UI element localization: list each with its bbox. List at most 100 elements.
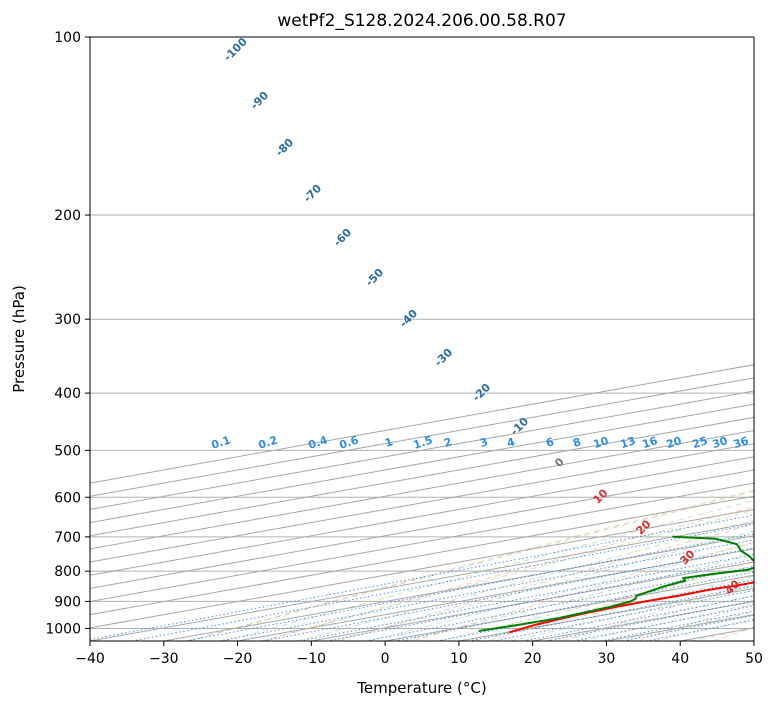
y-tick-label: 500 [54, 443, 81, 459]
moist-adiabat-line [223, 499, 754, 641]
dry-adiabat-label: -100 [221, 35, 250, 64]
mixing-ratio-label: 8 [571, 435, 582, 450]
y-tick-label: 800 [54, 564, 81, 580]
mixing-ratio-line [299, 554, 754, 641]
moist-adiabat-line [296, 519, 754, 641]
x-tick-label: 0 [381, 651, 390, 667]
x-tick-label: 30 [598, 651, 616, 667]
isotherm-line [90, 508, 754, 629]
plot-area: 0.1 0.2 0.4 0.6 1 1.5 2 3 4 6 8 10 13 16 20 25 30 36-100-… [90, 35, 754, 641]
isotherm-line [90, 456, 754, 576]
chart-title: wetPf2_S128.2024.206.00.58.R07 [277, 11, 566, 31]
y-tick-label: 200 [54, 208, 81, 224]
dry-adiabat-label: -90 [248, 89, 271, 112]
mixing-ratio-label: 0.4 [307, 433, 330, 451]
dry-adiabat-line [562, 581, 754, 641]
y-axis: 100 200 300 400 500 600 700 800 900 1000 [45, 30, 90, 637]
y-tick-label: 100 [54, 30, 81, 46]
x-tick-label: −30 [149, 651, 179, 667]
dry-adiabat-label: -20 [470, 381, 493, 404]
x-axis: −40 −30 −20 −10 0 10 20 30 40 50 [75, 641, 763, 667]
moist-adiabat-line [689, 627, 754, 641]
isotherm-line [90, 522, 754, 641]
x-tick-label: 50 [745, 651, 763, 667]
mixing-ratio-line [492, 589, 754, 641]
isotherm-line [90, 495, 754, 616]
dry-adiabat-line [488, 561, 754, 641]
dry-adiabat-line [413, 541, 754, 641]
mixing-ratio-line [185, 533, 754, 641]
moist-adiabat-line [474, 575, 754, 641]
dry-adiabat-label: -30 [432, 346, 455, 369]
isotherm-line [311, 561, 754, 641]
isotherm-line [680, 627, 754, 641]
x-tick-label: −10 [297, 651, 327, 667]
x-tick-label: 10 [450, 651, 468, 667]
mixing-ratio-label: 16 [641, 434, 660, 451]
x-tick-label: 40 [671, 651, 689, 667]
mixing-ratio-label: 36 [732, 434, 751, 451]
mixing-ratio-line [326, 558, 754, 641]
mixing-ratio-line [394, 571, 754, 641]
isotherm-line [753, 640, 754, 641]
moist-adiabat-line [438, 564, 754, 641]
mixing-ratio-label: 2 [442, 435, 453, 450]
moist-adiabat-line [403, 553, 754, 641]
moist-adiabat-line [509, 585, 754, 641]
isotherm-line [90, 429, 754, 550]
y-tick-label: 300 [54, 312, 81, 328]
isotherm-line [237, 548, 754, 641]
moist-adiabat-line [187, 490, 754, 641]
mixing-ratio-label: 13 [619, 434, 638, 451]
dry-adiabat-label: -50 [363, 266, 386, 289]
mixing-ratio-label: 10 [592, 434, 611, 451]
y-tick-label: 900 [54, 594, 81, 610]
mixing-ratio-label: 0.2 [257, 433, 280, 451]
y-tick-label: 400 [54, 386, 81, 402]
dry-adiabat-label: -80 [273, 136, 296, 159]
mixing-ratio-line [365, 566, 754, 641]
isotherm-line [385, 574, 754, 641]
mixing-ratio-label: 4 [505, 435, 517, 450]
isotherm-line [458, 587, 754, 641]
mixing-ratio-label: 3 [478, 435, 489, 450]
y-tick-label: 700 [54, 530, 81, 546]
isotherm-line [90, 482, 754, 603]
moist-adiabat-line [332, 530, 754, 641]
moist-adiabat-label: 10 [591, 486, 611, 506]
isotherm-line [90, 469, 754, 589]
y-tick-label: 1000 [45, 621, 81, 637]
mixing-ratio-label: 25 [691, 434, 710, 451]
x-tick-label: 20 [524, 651, 542, 667]
moist-adiabat-line [545, 594, 754, 641]
mixing-ratio-line [645, 619, 754, 641]
y-tick-label: 600 [54, 490, 81, 506]
mixing-ratio-label: 20 [665, 434, 684, 451]
isotherm-line [163, 535, 754, 641]
x-tick-label: −20 [223, 651, 253, 667]
moist-adiabat-label: 30 [678, 547, 698, 567]
mixing-ratio-label: 0.6 [338, 433, 361, 451]
dry-adiabat-label: -40 [397, 307, 420, 330]
sounding-series [478, 535, 754, 634]
mixing-ratio-label: 1.5 [412, 433, 435, 451]
mixing-ratio-label: 1 [383, 435, 394, 450]
mixing-ratio-label: 0.1 [210, 433, 233, 451]
dry-adiabat-label: -70 [301, 182, 324, 205]
isotherm-line [90, 443, 754, 563]
moist-adiabat-line [367, 541, 754, 641]
sounding-line [478, 535, 754, 632]
mixing-ratio-label: 30 [711, 434, 730, 451]
moist-adiabat-label: 0 [552, 455, 567, 470]
dry-adiabat-line [263, 506, 754, 641]
dry-adiabat-line [338, 523, 754, 641]
y-axis-title: Pressure (hPa) [10, 285, 28, 393]
background-lines [90, 37, 754, 641]
x-axis-title: Temperature (°C) [356, 679, 486, 697]
plot-frame [89, 36, 755, 642]
mixing-ratio-label: 6 [544, 435, 556, 450]
x-tick-label: −40 [75, 651, 105, 667]
moist-adiabat-line [617, 611, 754, 641]
dry-adiabat-label: -60 [331, 226, 354, 249]
